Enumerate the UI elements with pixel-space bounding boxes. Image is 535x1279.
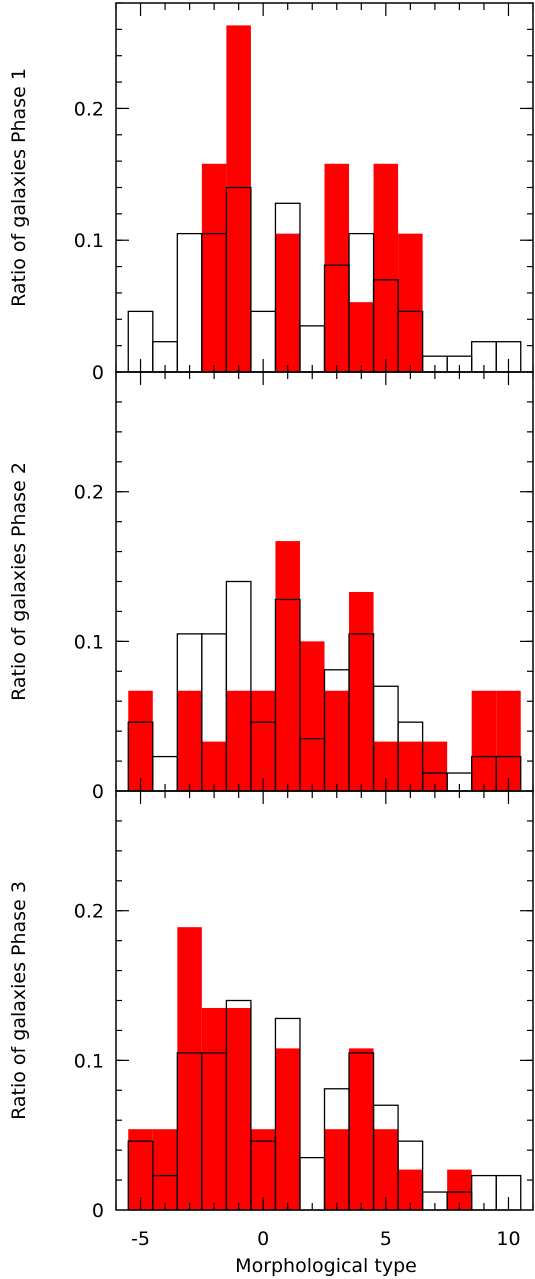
x-axis-title: Morphological type [235,1255,417,1277]
x-tick-label: 0 [257,1228,269,1250]
filled-bar [373,1129,399,1210]
y-tick-label: 0 [92,781,104,803]
y-axis-title: Ratio of galaxies Phase 3 [8,881,30,1120]
filled-bar [299,641,325,791]
filled-bar [349,302,374,372]
filled-bar [250,690,276,791]
filled-bar [373,163,399,372]
filled-bar [226,25,251,373]
filled-bar [275,1048,300,1210]
filled-bar [496,690,521,791]
x-tick-label: -5 [131,1228,150,1250]
y-tick-label: 0.2 [74,482,104,504]
filled-bar [128,1129,153,1210]
y-tick-label: 0.2 [74,901,104,923]
filled-bar [275,541,300,791]
filled-bar [422,741,448,791]
x-tick-label: 10 [496,1228,520,1250]
y-tick-label: 0 [92,1200,104,1222]
y-tick-label: 0 [92,362,104,384]
panel-2: 0 0.1 0.2 Ratio of galaxies Phase 2 [8,371,534,803]
filled-bar [250,1129,276,1210]
y-tick-label: 0.1 [74,1050,104,1072]
filled-bar [324,1129,350,1210]
filled-bar [201,741,227,791]
filled-bar [226,1007,251,1210]
filled-bar [226,690,251,791]
x-tick-label: 5 [380,1228,392,1250]
outline-bar [176,232,203,373]
filled-bar [177,690,202,791]
y-axis-title: Ratio of galaxies Phase 1 [8,68,30,307]
filled-bar [275,233,300,372]
filled-bar [398,233,423,372]
filled-bar [324,690,350,791]
y-axis-title: Ratio of galaxies Phase 2 [8,462,30,701]
y-tick-label: 0.1 [74,230,104,252]
y-tick-label: 0.2 [74,98,104,120]
outline-bar [299,1156,326,1211]
filled-bar [152,1129,178,1210]
filled-bar [324,163,350,372]
y-tick-label: 0.1 [74,631,104,653]
filled-bar [349,591,374,791]
filled-bar [128,690,153,791]
filled-bar [349,1048,374,1210]
panel-1: 0 0.1 0.2 Ratio of galaxies Phase 1 [8,2,534,384]
filled-bar [471,690,497,791]
filled-bar [201,163,227,372]
filled-bar [398,741,423,791]
filled-bar [177,927,202,1210]
filled-bar [201,1007,227,1210]
panel-3: 0 0.1 0.2 Ratio of galaxies Phase 3 [8,790,534,1222]
